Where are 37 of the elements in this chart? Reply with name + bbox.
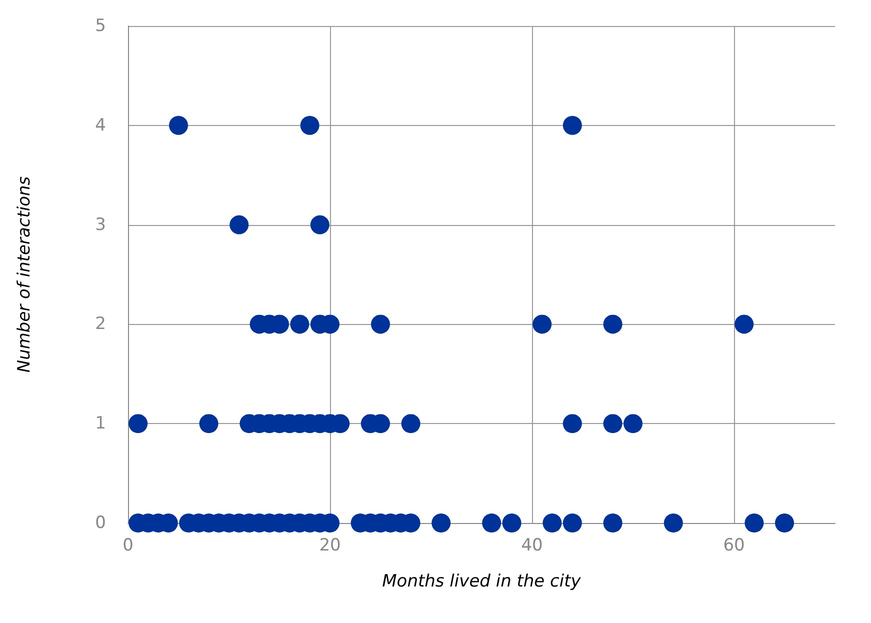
point xyxy=(734,314,754,334)
point xyxy=(562,514,582,532)
x-tick-label: 0 xyxy=(122,536,134,556)
point xyxy=(371,314,390,334)
y-tick-label: 5 xyxy=(95,16,106,36)
point xyxy=(664,514,683,532)
y-tick-label: 2 xyxy=(95,314,106,334)
point xyxy=(230,215,249,234)
x-tick-label: 40 xyxy=(521,536,543,556)
point xyxy=(624,414,642,434)
point xyxy=(532,314,552,334)
x-axis-title: Months lived in the city xyxy=(382,572,582,592)
y-tick-label: 4 xyxy=(95,115,106,136)
point xyxy=(744,514,764,532)
point xyxy=(290,314,310,334)
point xyxy=(603,414,622,434)
point xyxy=(542,514,562,532)
point xyxy=(502,514,522,532)
point xyxy=(562,116,582,135)
point xyxy=(603,514,622,532)
point xyxy=(775,514,794,532)
y-axis-title: Number of interactions xyxy=(14,176,34,373)
y-tick-label: 1 xyxy=(95,414,106,434)
point xyxy=(401,414,420,434)
y-tick-label: 3 xyxy=(95,214,106,235)
point xyxy=(128,414,148,434)
point xyxy=(432,514,451,532)
point xyxy=(603,314,622,334)
y-tick-label: 0 xyxy=(95,513,106,533)
point xyxy=(199,414,218,434)
x-tick-label: 20 xyxy=(319,536,341,556)
point xyxy=(562,414,582,434)
x-tick-label: 60 xyxy=(723,536,745,556)
point xyxy=(482,514,502,532)
point xyxy=(310,215,330,234)
point xyxy=(169,116,188,135)
point xyxy=(300,116,320,135)
